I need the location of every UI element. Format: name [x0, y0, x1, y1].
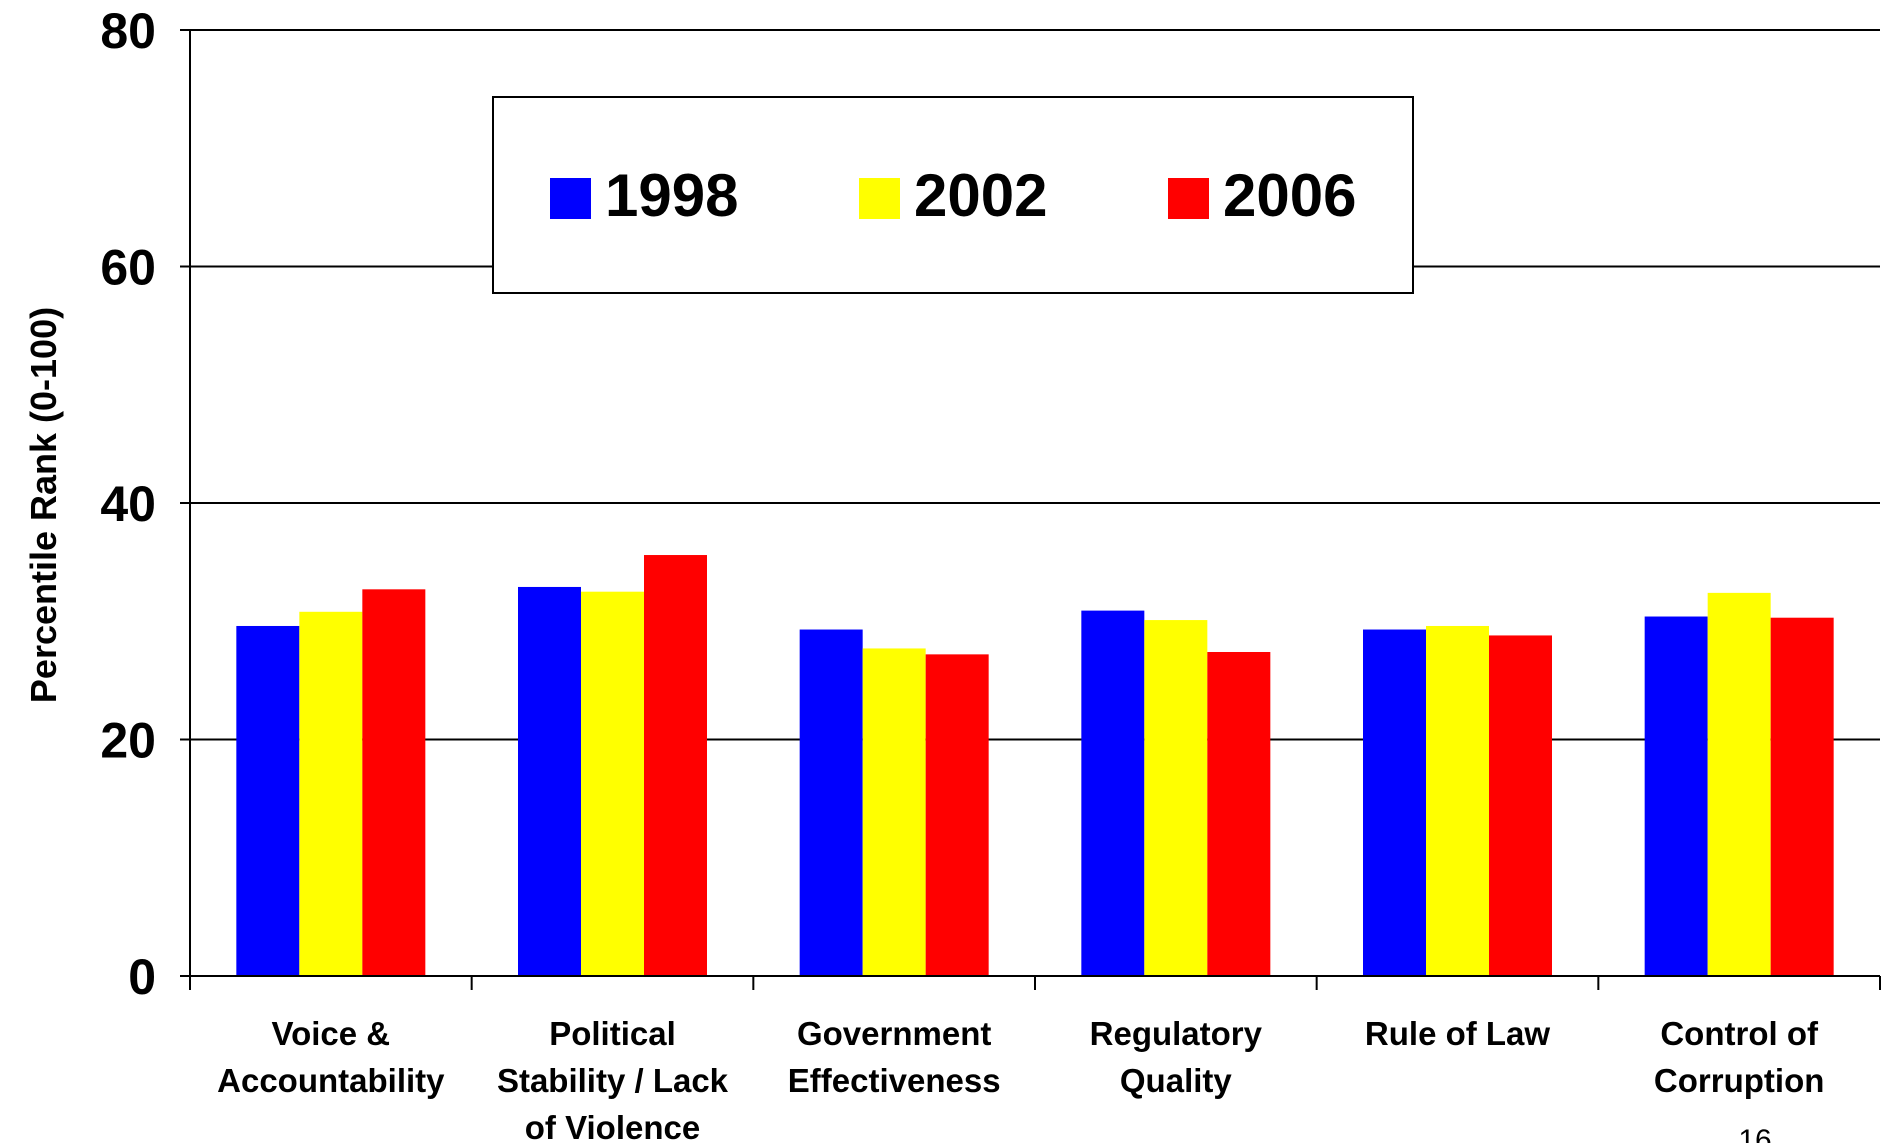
x-category-label-line: of Violence — [525, 1109, 700, 1143]
x-category-label: Political Stability / Lack of Violence — [497, 1015, 729, 1143]
y-tick-labels: 0 20 40 60 80 — [100, 3, 156, 1005]
x-category-label-line: Government — [797, 1015, 991, 1052]
x-category-label-line: Rule of Law — [1365, 1015, 1551, 1052]
bar-2006 — [1770, 617, 1834, 976]
x-category-label: Voice & Accountability — [217, 1015, 445, 1099]
bar-2002 — [1426, 625, 1489, 976]
bar-1998 — [1644, 616, 1708, 976]
legend-label-1998: 1998 — [605, 162, 738, 229]
x-category-label-line: Corruption — [1654, 1062, 1824, 1099]
x-category-labels: Voice & Accountability Political Stability … — [217, 1015, 1824, 1143]
bar-2006 — [1207, 651, 1271, 976]
bar-2002 — [862, 648, 926, 976]
bar-2002 — [581, 591, 644, 976]
y-axis-label: Percentile Rank (0-100) — [23, 307, 64, 703]
bar-1998 — [799, 629, 863, 976]
legend-label-2006: 2006 — [1223, 162, 1356, 229]
bar-2002 — [299, 611, 363, 976]
legend-swatch-2006 — [1168, 178, 1209, 219]
x-category-label-line: Effectiveness — [788, 1062, 1001, 1099]
bar-2002 — [1144, 620, 1208, 976]
x-category-label: Government Effectiveness — [788, 1015, 1001, 1099]
y-tick-label: 60 — [100, 240, 156, 296]
x-category-label-line: Political — [549, 1015, 676, 1052]
x-category-label-line: Accountability — [217, 1062, 445, 1099]
legend-swatch-1998 — [550, 178, 591, 219]
x-category-label-line: Control of — [1660, 1015, 1819, 1052]
bar-2002 — [1707, 592, 1771, 976]
x-category-label-line: Voice & — [272, 1015, 391, 1052]
y-tick-label: 40 — [100, 476, 156, 532]
bar-2006 — [362, 589, 426, 976]
bars — [236, 555, 1834, 976]
x-category-label: Control of Corruption — [1654, 1015, 1824, 1099]
x-category-label: Rule of Law — [1365, 1015, 1551, 1052]
bar-2006 — [1489, 635, 1552, 976]
legend: 1998 2002 2006 — [492, 96, 1414, 294]
bar-1998 — [518, 586, 581, 976]
axes — [180, 29, 1881, 990]
x-category-label-line: Quality — [1120, 1062, 1233, 1099]
y-tick-label: 0 — [128, 949, 156, 1005]
bar-1998 — [1363, 629, 1426, 976]
bar-1998 — [236, 625, 300, 976]
legend-label-2002: 2002 — [914, 162, 1047, 229]
legend-swatch-2002 — [859, 178, 900, 219]
bar-2006 — [925, 654, 989, 976]
page-number: 16 — [1738, 1124, 1771, 1143]
bar-2006 — [644, 555, 707, 976]
x-category-label-line: Regulatory — [1090, 1015, 1263, 1052]
legend-box — [492, 96, 1414, 294]
y-tick-label: 20 — [100, 713, 156, 769]
x-category-label: Regulatory Quality — [1090, 1015, 1263, 1099]
x-category-label-line: Stability / Lack — [497, 1062, 729, 1099]
y-tick-label: 80 — [100, 3, 156, 59]
bar-1998 — [1081, 610, 1145, 976]
